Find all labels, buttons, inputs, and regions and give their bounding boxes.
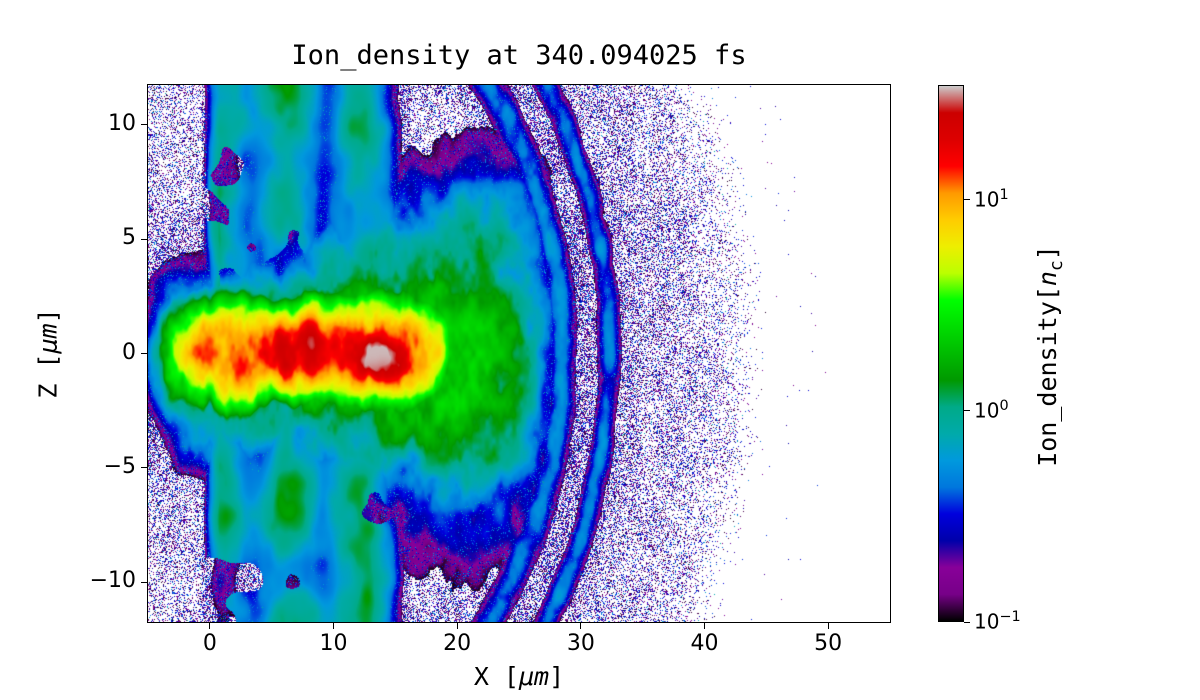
x-tick-mark (827, 622, 829, 629)
x-tick-mark (333, 622, 334, 629)
y-tick-mark (141, 238, 148, 240)
colorbar-tick-mark (964, 410, 970, 412)
y-tick-label: −10 (89, 568, 136, 593)
y-tick-mark (141, 467, 148, 469)
heatmap-canvas (148, 85, 890, 622)
y-tick-mark (141, 581, 148, 583)
x-tick-label: 10 (319, 631, 348, 656)
plot-title: Ion_density at 340.094025 fs (291, 40, 747, 71)
colorbar-tick-mark (964, 621, 970, 623)
y-tick-mark (141, 124, 148, 126)
y-tick-label: 0 (122, 339, 136, 365)
x-tick-label: 40 (690, 631, 719, 656)
x-axis-label: X [μm] (473, 662, 565, 691)
colorbar (938, 85, 964, 622)
colorbar-tick-mark (964, 199, 970, 201)
x-tick-mark (704, 622, 705, 629)
x-tick-label: 20 (443, 631, 472, 656)
colorbar-label: Ion_density[nc] (1033, 245, 1067, 467)
x-tick-label: 0 (202, 631, 217, 656)
colorbar-tick-label: 101 (974, 186, 1009, 212)
y-tick-label: 10 (108, 110, 136, 136)
x-tick-mark (456, 622, 458, 629)
colorbar-tick-label: 10−1 (974, 609, 1021, 634)
colorbar-gradient (939, 86, 963, 621)
colorbar-tick-label: 100 (974, 397, 1009, 423)
x-tick-mark (209, 622, 211, 629)
y-tick-mark (141, 353, 148, 354)
y-axis-label: Z [μm] (33, 308, 63, 399)
x-tick-label: 50 (814, 631, 843, 656)
y-tick-label: 5 (122, 225, 136, 251)
y-tick-label: −5 (103, 453, 136, 479)
x-tick-label: 30 (566, 631, 595, 656)
x-tick-mark (580, 622, 582, 629)
